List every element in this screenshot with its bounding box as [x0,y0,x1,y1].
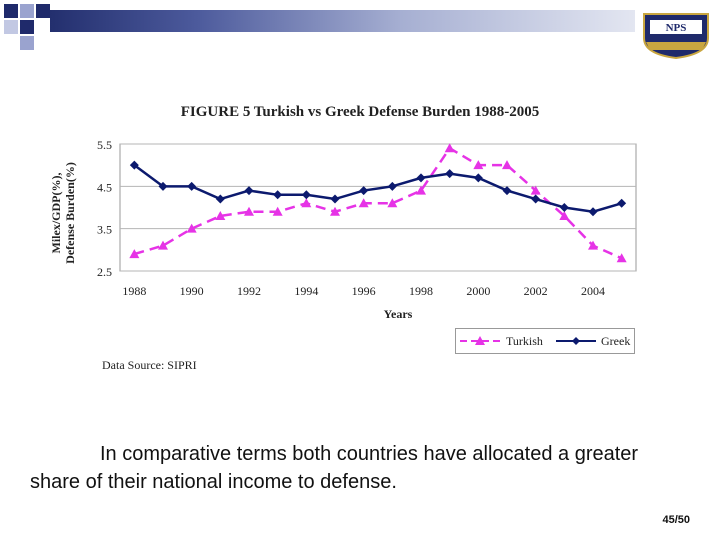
point-greek-2000 [473,173,483,183]
point-turkish-2001 [502,160,512,170]
decor-square-5 [20,20,34,34]
point-greek-1995 [330,194,340,204]
point-turkish-2004 [588,240,598,250]
point-turkish-1999 [444,143,455,153]
series-line-greek [133,164,623,214]
point-turkish-2002 [530,185,541,195]
point-greek-2001 [502,186,512,196]
page-number: 45/50 [662,514,690,526]
decor-square-1 [4,4,18,18]
point-turkish-2005 [616,253,627,263]
x-tick-label-8: 2004 [581,284,605,298]
y-axis-title: Milex/GDP(%), Defense Burden(%) [49,162,77,264]
point-turkish-1994 [301,198,312,208]
legend-greek-marker [572,337,580,345]
point-turkish-2003 [559,210,570,220]
point-greek-1990 [187,181,197,191]
decor-square-4 [4,20,18,34]
point-turkish-2000 [473,160,484,170]
point-turkish-1995 [330,206,340,216]
x-tick-label-1: 1990 [180,284,204,298]
point-greek-1989 [158,181,168,191]
y-tick-label-0: 2.5 [97,265,112,279]
x-tick-label-3: 1994 [294,284,318,298]
chart-title: FIGURE 5 Turkish vs Greek Defense Burden… [180,104,540,120]
data-source-note: Data Source: SIPRI [102,358,197,372]
legend-graphic: Turkish Greek [460,334,630,348]
point-turkish-1998 [416,185,426,195]
point-greek-1997 [387,181,397,191]
point-greek-1988 [129,160,139,170]
point-greek-2003 [559,203,569,212]
y-tick-label-1: 3.5 [97,223,112,237]
x-tick-label-2: 1992 [237,284,261,298]
point-greek-2002 [531,194,541,204]
point-turkish-1992 [244,206,254,216]
plot-frame [119,143,637,272]
point-turkish-1989 [158,240,168,250]
point-greek-2005 [617,198,627,208]
y-tick-label-2: 4.5 [97,180,112,194]
legend-turkish-marker [475,336,485,345]
legend-turkish-label: Turkish [506,334,543,348]
x-tick-label-5: 1998 [409,284,433,298]
decor-square-3 [36,4,50,18]
point-turkish-1991 [215,210,226,220]
point-greek-2004 [588,207,598,217]
point-greek-1996 [359,186,369,196]
point-greek-1992 [244,186,254,196]
point-greek-1993 [273,190,283,200]
logo-text: NPS [666,22,687,34]
x-tick-label-0: 1988 [122,284,146,298]
point-greek-1991 [215,194,225,204]
decor-square-6 [20,36,34,50]
point-turkish-1997 [387,198,398,208]
point-turkish-1988 [129,249,140,259]
point-greek-1994 [301,190,311,200]
header-bar [50,10,635,32]
y-axis-title-line-1: Milex/GDP(%), [49,173,63,254]
x-tick-label-7: 2002 [524,284,548,298]
y-tick-label-3: 5.5 [97,138,112,152]
point-greek-1999 [445,169,455,179]
nps-logo: NPS [643,13,709,60]
legend-greek-label: Greek [601,334,630,348]
series-line-turkish [133,146,623,260]
point-turkish-1996 [358,198,369,208]
x-axis-title: Years [384,307,413,321]
x-tick-label-6: 2000 [466,284,490,298]
slide-body-text: In comparative terms both countries have… [30,440,680,496]
y-axis-title-line-2: Defense Burden(%) [63,162,77,264]
point-greek-1998 [416,173,426,183]
decor-square-2 [20,4,34,18]
point-turkish-1990 [186,223,197,233]
body-text: In comparative terms both countries have… [30,443,639,493]
chart-legend: Turkish Greek [455,328,635,354]
point-turkish-1993 [272,206,283,216]
x-tick-label-4: 1996 [352,284,376,298]
